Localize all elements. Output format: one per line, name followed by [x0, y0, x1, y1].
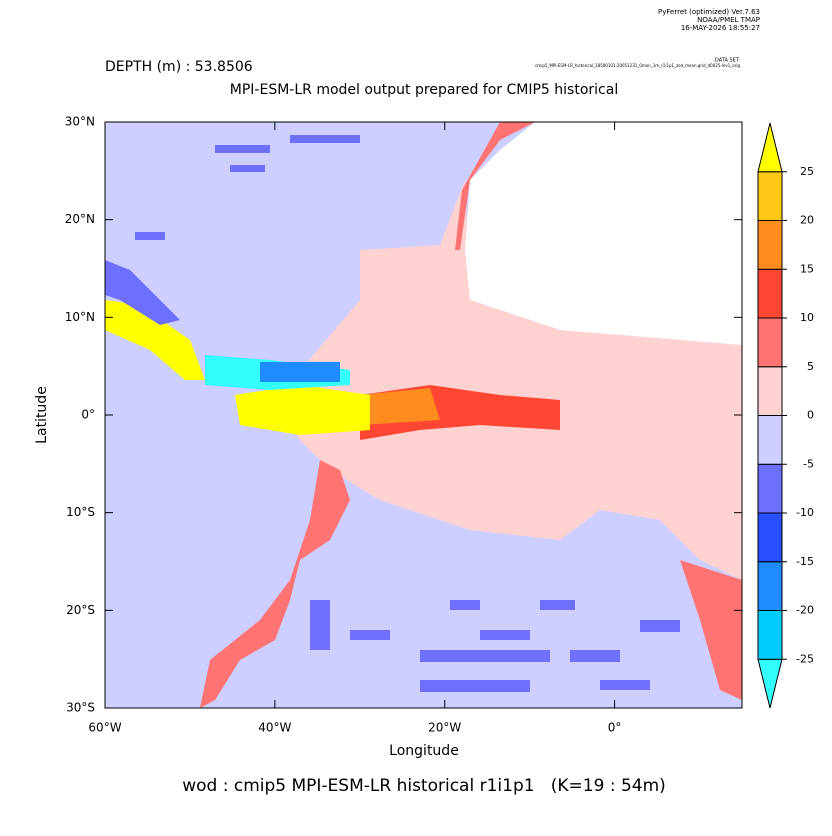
timestamp: 16-MAY-2026 18:55:27 — [681, 24, 760, 32]
org-label: NOAA/PMEL TMAP — [697, 16, 760, 24]
colorbar-bin — [757, 463, 783, 514]
y-tick-label: 0° — [81, 408, 95, 422]
equatorial-cold-core — [260, 362, 340, 382]
x-tick-label: 0° — [608, 721, 622, 735]
program-label: PyFerret (optimized) Ver.7.63 — [658, 8, 760, 16]
colorbar-bin — [757, 268, 783, 319]
x-axis-label: Longitude — [389, 743, 459, 759]
brazil-coast — [200, 460, 350, 708]
y-tick-label: 20°S — [66, 603, 95, 617]
colorbar-bin — [757, 610, 783, 660]
equatorial-warm — [235, 385, 370, 435]
negative-patches — [135, 135, 680, 692]
x-tick-label: 60°W — [88, 721, 121, 735]
y-axis-label: Latitude — [34, 386, 50, 444]
colorbar-bin — [757, 561, 783, 611]
coastal-warm — [105, 300, 205, 380]
colorbar-bin — [757, 317, 783, 368]
colorbar-label: 0 — [807, 409, 814, 422]
colorbar-label: 5 — [807, 360, 814, 373]
caption: wod : cmip5 MPI-ESM-LR historical r1i1p1… — [182, 776, 666, 796]
colorbar-label: -20 — [796, 604, 814, 617]
benguela-coast — [680, 560, 742, 700]
colorbar-under — [757, 658, 783, 709]
dataset-label: DATA SET: — [715, 58, 740, 64]
positive-region — [275, 180, 742, 580]
x-tick-label: 40°W — [258, 721, 291, 735]
colorbar-bin — [757, 366, 783, 416]
colorbar-bin — [757, 171, 783, 221]
y-tick-label: 20°N — [65, 212, 95, 226]
axes: 60°W 40°W 20°W 0° 30°S 20°S 10°S 0° 10°N 20°N 30°N — [65, 115, 742, 735]
colorbar: -25 -20 -15 -10 -5 0 5 10 15 20 25 — [757, 122, 814, 709]
y-tick-label: 10°S — [66, 505, 95, 519]
colorbar-bin — [757, 512, 783, 563]
land — [465, 122, 742, 345]
y-tick-label: 30°N — [65, 115, 95, 129]
chart-title: MPI-ESM-LR model output prepared for CMI… — [230, 82, 618, 98]
x-tick-label: 20°W — [428, 721, 461, 735]
y-tick-label: 10°N — [65, 310, 95, 324]
equatorial-tongue-core — [360, 388, 440, 425]
colorbar-label: 20 — [800, 214, 814, 227]
coastal-cold — [105, 260, 180, 325]
field — [105, 122, 742, 708]
colorbar-label: 10 — [800, 311, 814, 324]
dataset: cmip5_MPI-ESM-LR_historical_18500101-200… — [535, 63, 740, 68]
y-tick-label: 30°S — [66, 701, 95, 715]
colorbar-label: -25 — [796, 652, 814, 665]
colorbar-label: 25 — [800, 165, 814, 178]
colorbar-label: -5 — [803, 457, 814, 470]
colorbar-bin — [757, 220, 783, 270]
depth-label: DEPTH (m) : 53.8506 — [105, 59, 253, 75]
colorbar-label: 15 — [800, 262, 814, 275]
colorbar-label: -15 — [796, 555, 814, 568]
colorbar-over — [757, 122, 783, 173]
colorbar-bin — [757, 415, 783, 465]
colorbar-label: -10 — [796, 506, 814, 519]
